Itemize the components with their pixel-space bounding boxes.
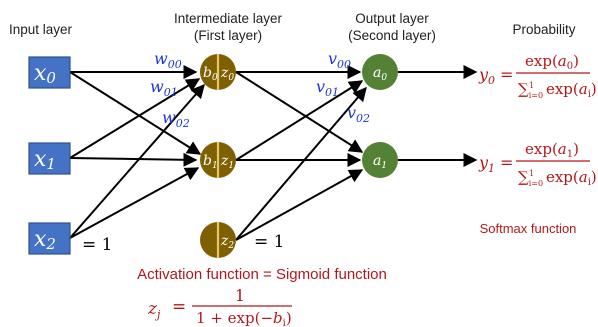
hidden-node-0: b0 z0 [200, 54, 236, 90]
weight-v02: v02 [347, 103, 370, 125]
input-layer-header: Input layer [9, 22, 73, 37]
svg-text:y1: y1 [478, 153, 495, 175]
bias-hidden-note: = 1 [254, 232, 284, 252]
output-layer-subheader: (Second layer) [348, 28, 436, 43]
softmax-formula-y0: y0 = exp(a0) ∑i=01 exp(ai) [478, 52, 597, 100]
output-node-a1: a1 [362, 142, 398, 178]
edge-x2-h1 [70, 168, 198, 238]
svg-text:=: = [172, 297, 186, 317]
softmax-label: Softmax function [480, 221, 577, 236]
edge-x2-h0 [70, 85, 204, 238]
input-node-x1: x1 [29, 143, 70, 174]
edge-h1-o0 [236, 81, 362, 160]
svg-text:1: 1 [235, 286, 245, 305]
svg-text:exp(a1): exp(a1) [525, 140, 579, 160]
weight-v01: v01 [316, 77, 339, 99]
hidden-node-1: b1 z1 [200, 142, 236, 178]
activation-label: Activation function = Sigmoid function [137, 266, 387, 283]
edge-h0-o1 [236, 72, 362, 152]
input-node-x0: x0 [29, 57, 70, 88]
bias-input-note: = 1 [82, 235, 112, 255]
intermediate-layer-subheader: (First layer) [194, 28, 262, 43]
svg-text:zj: zj [147, 299, 161, 321]
edge-x1-h1 [70, 158, 196, 160]
svg-text:=: = [500, 65, 513, 84]
svg-text:∑i=01 exp(ai): ∑i=01 exp(ai) [518, 168, 597, 188]
intermediate-layer-header: Intermediate layer [174, 11, 283, 26]
hidden-bias-node-z2: z2 [200, 222, 236, 258]
svg-text:exp(a0): exp(a0) [525, 52, 579, 72]
svg-text:=: = [500, 153, 513, 172]
input-hidden-edges [70, 72, 204, 238]
svg-text:1 + exp(−bi): 1 + exp(−bi) [196, 309, 292, 327]
output-layer-header: Output layer [355, 11, 429, 26]
sigmoid-formula: zj = 1 1 + exp(−bi) [147, 286, 292, 327]
input-node-x2: x2 [29, 223, 70, 254]
output-edges [398, 72, 476, 160]
weight-w00: w00 [154, 49, 182, 71]
svg-text:∑i=01 exp(ai): ∑i=01 exp(ai) [518, 80, 597, 100]
edge-z2-o1 [236, 170, 362, 240]
weight-w02: w02 [162, 108, 190, 130]
svg-text:y0: y0 [478, 65, 495, 87]
probability-header: Probability [512, 22, 575, 37]
output-node-a0: a0 [362, 54, 398, 90]
softmax-formula-y1: y1 = exp(a1) ∑i=01 exp(ai) [478, 140, 597, 188]
weight-v00: v00 [328, 49, 351, 71]
weight-w01: w01 [150, 77, 178, 99]
hidden-output-edges [236, 72, 366, 240]
